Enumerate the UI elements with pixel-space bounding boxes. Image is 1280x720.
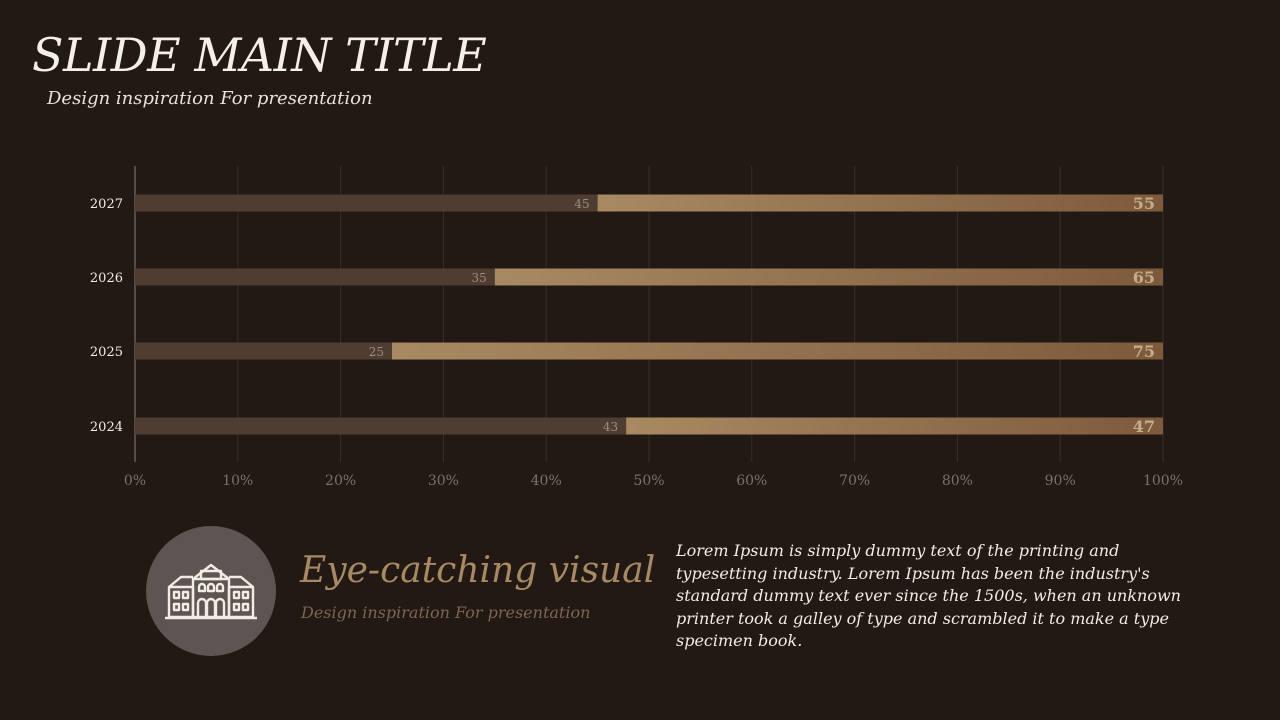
category-label: 2026 [90, 271, 123, 286]
feature-subtitle: Design inspiration For presentation [301, 603, 591, 622]
data-label-series-1: 45 [574, 197, 589, 211]
bar-series-1 [135, 342, 392, 360]
data-label-series-1: 25 [369, 345, 384, 359]
x-tick-label: 10% [222, 473, 253, 489]
x-tick-label: 40% [531, 473, 562, 489]
x-tick-label: 20% [325, 473, 356, 489]
x-tick-label: 100% [1143, 473, 1183, 489]
bar-series-2 [597, 194, 1163, 212]
data-label-series-2: 55 [1133, 194, 1155, 213]
building-icon [165, 563, 257, 620]
bar-series-2 [494, 268, 1163, 286]
feature-icon-circle [146, 526, 276, 656]
x-tick-label: 50% [633, 473, 664, 489]
data-label-series-2: 47 [1133, 417, 1155, 436]
data-label-series-2: 75 [1133, 342, 1155, 361]
category-label: 2024 [90, 420, 123, 435]
bar-series-2 [392, 342, 1163, 360]
x-tick-label: 90% [1045, 473, 1076, 489]
x-tick-label: 30% [428, 473, 459, 489]
data-label-series-1: 43 [603, 420, 618, 434]
slide-subtitle: Design inspiration For presentation [47, 88, 373, 109]
bar-series-2 [626, 417, 1163, 435]
data-label-series-1: 35 [472, 271, 487, 285]
x-tick-label: 0% [124, 473, 146, 489]
category-label: 2025 [90, 345, 123, 360]
bar-series-1 [135, 417, 627, 435]
x-tick-label: 60% [736, 473, 767, 489]
x-tick-label: 70% [839, 473, 870, 489]
category-label: 2027 [90, 197, 123, 212]
data-label-series-2: 65 [1133, 268, 1155, 287]
bar-series-1 [135, 268, 495, 286]
feature-title: Eye-catching visual [300, 550, 656, 591]
x-tick-label: 80% [942, 473, 973, 489]
slide-title: SLIDE MAIN TITLE [32, 28, 487, 82]
stacked-bar-chart: 0% 10% 20% 30% 40% 50% 60% 70% 80% 90% 100% 2027 45 5… [90, 166, 1183, 489]
feature-description: Lorem Ipsum is simply dummy text of the … [676, 541, 1181, 650]
bar-series-1 [135, 194, 598, 212]
